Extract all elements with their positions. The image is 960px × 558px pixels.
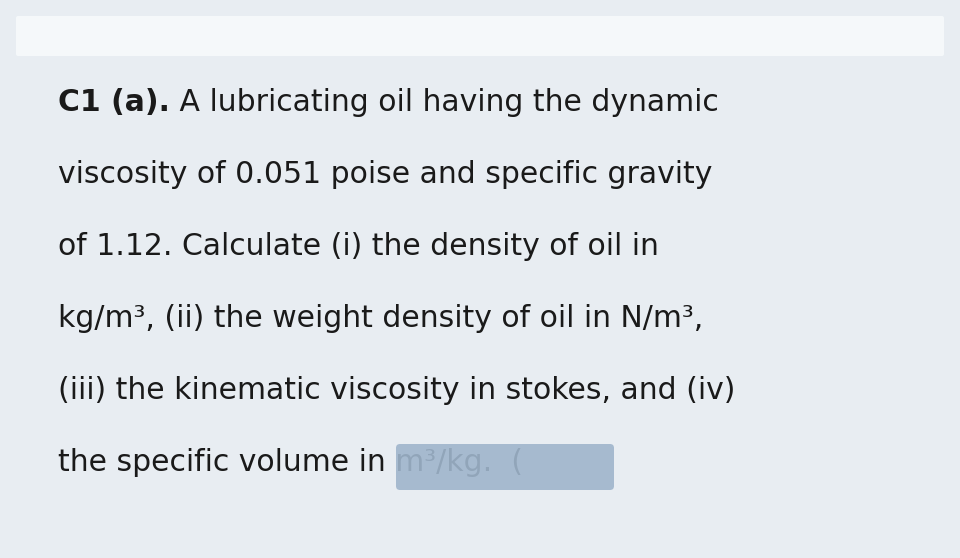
Text: viscosity of 0.051 poise and specific gravity: viscosity of 0.051 poise and specific gr…: [58, 160, 712, 189]
Text: A lubricating oil having the dynamic: A lubricating oil having the dynamic: [170, 88, 719, 117]
Text: (iii) the kinematic viscosity in stokes, and (iv): (iii) the kinematic viscosity in stokes,…: [58, 376, 735, 405]
Text: the specific volume in m³/kg.  (: the specific volume in m³/kg. (: [58, 448, 523, 477]
FancyBboxPatch shape: [396, 444, 614, 490]
FancyBboxPatch shape: [16, 16, 944, 56]
Text: C1 (a).: C1 (a).: [58, 88, 170, 117]
Text: kg/m³, (ii) the weight density of oil in N/m³,: kg/m³, (ii) the weight density of oil in…: [58, 304, 704, 333]
Text: of 1.12. Calculate (i) the density of oil in: of 1.12. Calculate (i) the density of oi…: [58, 232, 659, 261]
